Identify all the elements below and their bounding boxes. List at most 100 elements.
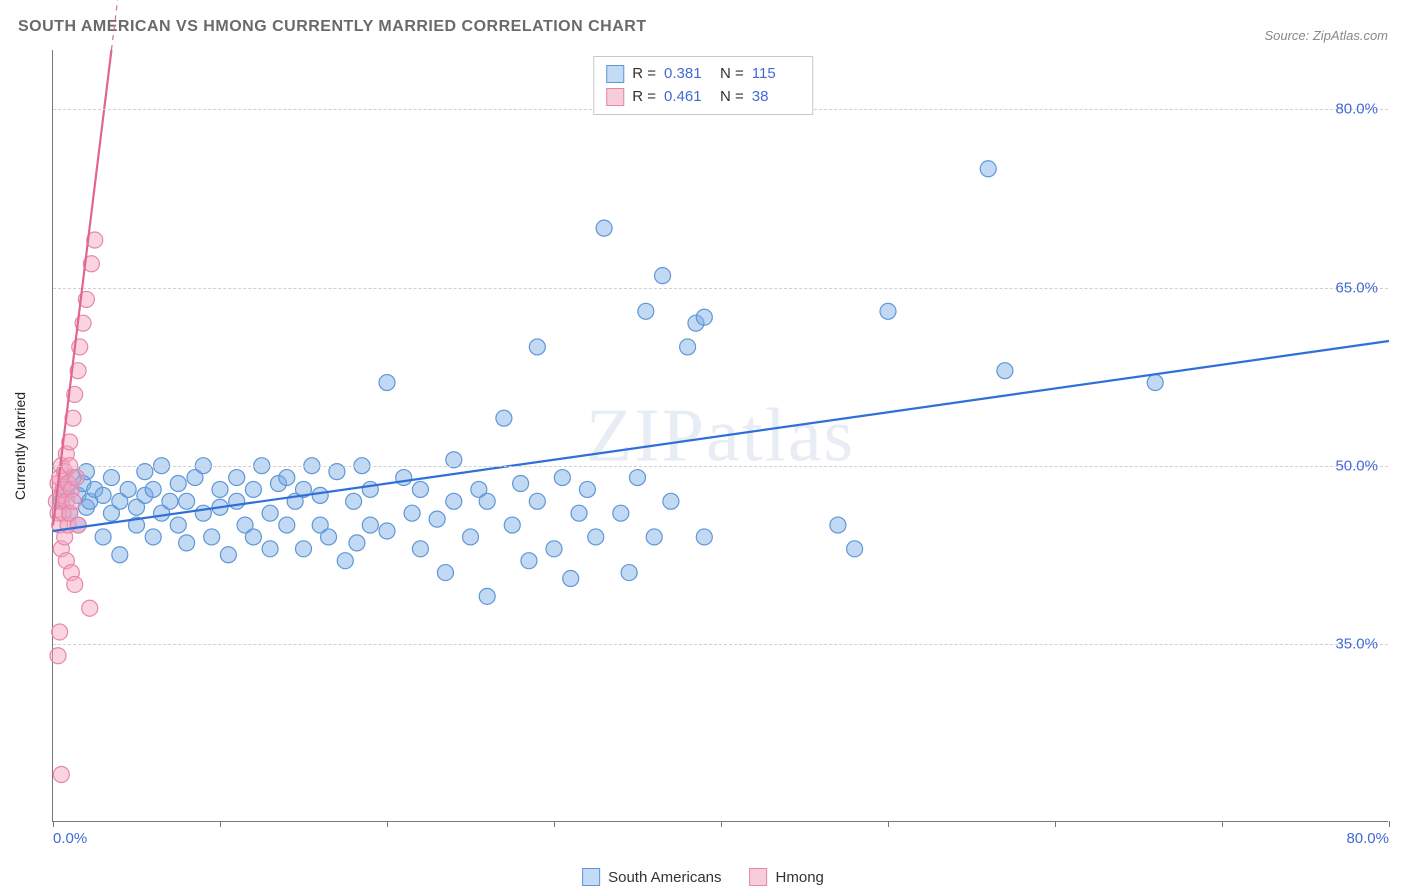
data-point xyxy=(529,493,545,509)
y-axis-title: Currently Married xyxy=(12,392,28,500)
plot-area: ZIPatlas 35.0%50.0%65.0%80.0%0.0%80.0% xyxy=(52,50,1388,822)
data-point xyxy=(170,476,186,492)
gridline xyxy=(53,288,1388,289)
data-point xyxy=(655,268,671,284)
data-point xyxy=(262,505,278,521)
data-point xyxy=(412,481,428,497)
data-point xyxy=(245,529,261,545)
n-label: N = xyxy=(720,86,744,109)
x-tick xyxy=(888,821,889,827)
chart-title: SOUTH AMERICAN VS HMONG CURRENTLY MARRIE… xyxy=(18,18,647,36)
data-point xyxy=(521,553,537,569)
data-point xyxy=(52,624,68,640)
data-point xyxy=(613,505,629,521)
data-point xyxy=(696,309,712,325)
data-point xyxy=(53,766,69,782)
data-point xyxy=(379,375,395,391)
legend-swatch xyxy=(582,868,600,886)
r-value: 0.461 xyxy=(664,86,712,109)
data-point xyxy=(145,529,161,545)
y-tick-label: 35.0% xyxy=(1335,635,1378,652)
data-point xyxy=(362,517,378,533)
data-point xyxy=(68,470,84,486)
data-point xyxy=(245,481,261,497)
data-point xyxy=(337,553,353,569)
data-point xyxy=(67,576,83,592)
data-point xyxy=(546,541,562,557)
gridline xyxy=(53,644,1388,645)
data-point xyxy=(321,529,337,545)
r-value: 0.381 xyxy=(664,63,712,86)
correlation-stats-box: R =0.381N =115R =0.461N =38 xyxy=(593,56,813,115)
source-attribution: Source: ZipAtlas.com xyxy=(1264,28,1388,43)
data-point xyxy=(579,481,595,497)
data-point xyxy=(229,470,245,486)
x-tick-label: 0.0% xyxy=(53,830,87,847)
x-tick-label: 80.0% xyxy=(1346,830,1389,847)
data-point xyxy=(638,303,654,319)
data-point xyxy=(279,470,295,486)
data-point xyxy=(529,339,545,355)
data-point xyxy=(696,529,712,545)
data-point xyxy=(1147,375,1163,391)
data-point xyxy=(229,493,245,509)
x-tick xyxy=(387,821,388,827)
data-point xyxy=(204,529,220,545)
data-point xyxy=(504,517,520,533)
data-point xyxy=(145,481,161,497)
data-point xyxy=(646,529,662,545)
data-point xyxy=(680,339,696,355)
data-point xyxy=(95,529,111,545)
data-point xyxy=(621,565,637,581)
data-point xyxy=(588,529,604,545)
legend-item: South Americans xyxy=(582,868,721,886)
series-swatch xyxy=(606,65,624,83)
data-point xyxy=(70,517,86,533)
data-point xyxy=(179,535,195,551)
data-point xyxy=(170,517,186,533)
data-point xyxy=(82,600,98,616)
data-point xyxy=(463,529,479,545)
data-point xyxy=(663,493,679,509)
data-point xyxy=(103,470,119,486)
scatter-svg xyxy=(53,50,1388,821)
gridline xyxy=(53,466,1388,467)
data-point xyxy=(412,541,428,557)
data-point xyxy=(212,481,228,497)
x-tick xyxy=(220,821,221,827)
legend: South Americans Hmong xyxy=(582,868,824,886)
data-point xyxy=(349,535,365,551)
data-point xyxy=(120,481,136,497)
chart-container: SOUTH AMERICAN VS HMONG CURRENTLY MARRIE… xyxy=(0,0,1406,892)
data-point xyxy=(220,547,236,563)
series-swatch xyxy=(606,88,624,106)
y-tick-label: 80.0% xyxy=(1335,101,1378,118)
data-point xyxy=(312,487,328,503)
data-point xyxy=(162,493,178,509)
data-point xyxy=(396,470,412,486)
data-point xyxy=(880,303,896,319)
data-point xyxy=(404,505,420,521)
data-point xyxy=(997,363,1013,379)
data-point xyxy=(379,523,395,539)
x-tick xyxy=(1389,821,1390,827)
data-point xyxy=(65,493,81,509)
data-point xyxy=(296,541,312,557)
data-point xyxy=(362,481,378,497)
data-point xyxy=(830,517,846,533)
data-point xyxy=(596,220,612,236)
data-point xyxy=(429,511,445,527)
data-point xyxy=(346,493,362,509)
data-point xyxy=(980,161,996,177)
data-point xyxy=(179,493,195,509)
data-point xyxy=(195,505,211,521)
data-point xyxy=(513,476,529,492)
data-point xyxy=(95,487,111,503)
y-tick-label: 50.0% xyxy=(1335,457,1378,474)
legend-item: Hmong xyxy=(750,868,824,886)
n-label: N = xyxy=(720,63,744,86)
data-point xyxy=(847,541,863,557)
stats-row: R =0.381N =115 xyxy=(606,63,800,86)
data-point xyxy=(279,517,295,533)
n-value: 115 xyxy=(752,63,800,86)
